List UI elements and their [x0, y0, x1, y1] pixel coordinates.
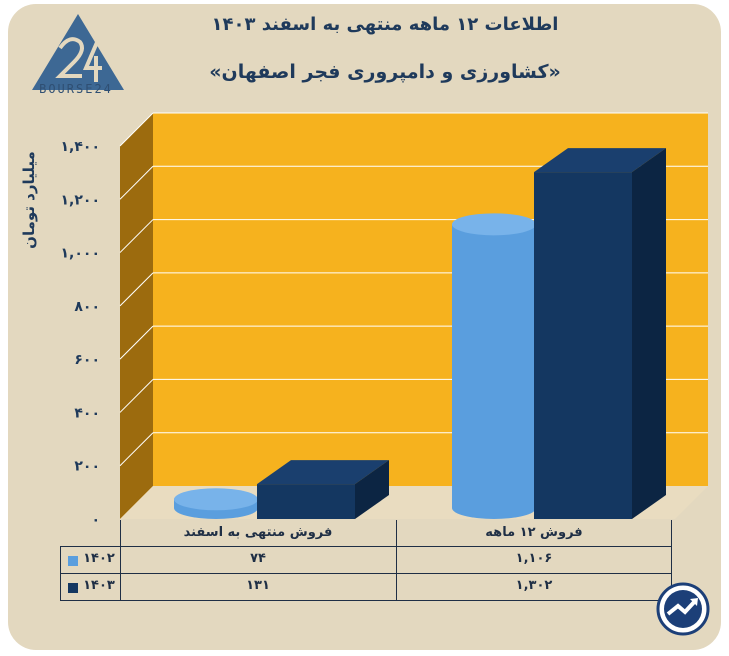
gridline-side	[119, 325, 154, 360]
y-tick-label: ۲۰۰	[74, 459, 100, 475]
table-category-label: فروش ۱۲ ماهه	[485, 525, 583, 540]
gridline-side	[119, 379, 154, 413]
gridlines	[119, 112, 708, 467]
chart-subtitle: «کشاورزی و دامپروری فجر اصفهان»	[209, 61, 561, 83]
table-rule	[60, 573, 672, 574]
table-rule	[60, 546, 672, 547]
gridline-side	[119, 272, 154, 307]
table-rule	[60, 546, 61, 601]
bar-1403-side	[355, 460, 389, 519]
gridline-side	[119, 165, 154, 200]
table-rule	[60, 600, 672, 601]
bar-1402-body	[452, 224, 536, 519]
table-rule	[671, 520, 672, 601]
table-rule	[396, 520, 397, 601]
bar-1403-front	[257, 484, 355, 519]
bar-1403-top	[257, 460, 389, 485]
logo-text: BOURSE24	[39, 82, 113, 96]
legend-label: ۱۴۰۲	[83, 551, 115, 566]
trend-badge-icon	[656, 582, 710, 636]
y-tick-label: ۴۰۰	[74, 405, 100, 421]
chart-title: اطلاعات ۱۲ ماهه منتهی به اسفند ۱۴۰۳	[211, 14, 559, 35]
legend-swatch	[68, 583, 78, 593]
table-cell: ۱۳۱	[246, 578, 270, 593]
bar-1403-front	[534, 172, 632, 520]
y-tick-label: ۶۰۰	[74, 352, 100, 368]
data-table: فروش منتهی به اسفند فروش ۱۲ ماهه ۱۴۰۲ ۷۴ ۱,۱…	[60, 520, 672, 601]
gridline-side	[119, 112, 154, 147]
plot-side-wall	[120, 113, 153, 519]
table-cell: ۱,۳۰۲	[515, 578, 553, 593]
gridline-side	[119, 432, 154, 467]
legend-label: ۱۴۰۳	[83, 578, 115, 593]
y-tick-labels: ۰ ۲۰۰ ۴۰۰ ۶۰۰ ۸۰۰ ۱,۰۰۰ ۱,۲۰۰ ۱,۴۰۰	[61, 139, 101, 528]
gridline-side	[119, 219, 154, 253]
y-tick-label: ۸۰۰	[74, 299, 100, 315]
y-tick-label: ۱,۲۰۰	[61, 192, 101, 208]
legend-swatch	[68, 556, 78, 566]
bourse24-logo	[32, 14, 124, 90]
y-tick-label: ۱,۴۰۰	[61, 139, 101, 155]
bar-1402-top	[452, 213, 536, 236]
bar-1403-top	[534, 148, 666, 173]
table-cell: ۱,۱۰۶	[515, 551, 553, 566]
table-category-label: فروش منتهی به اسفند	[183, 525, 333, 540]
table-cell: ۷۴	[250, 551, 266, 566]
bar-1403-side	[632, 148, 666, 520]
bars	[174, 148, 666, 520]
table-rule	[120, 520, 121, 601]
y-tick-label: ۰	[91, 512, 100, 528]
bar-1402-top	[174, 488, 258, 511]
y-tick-label: ۱,۰۰۰	[61, 246, 101, 262]
